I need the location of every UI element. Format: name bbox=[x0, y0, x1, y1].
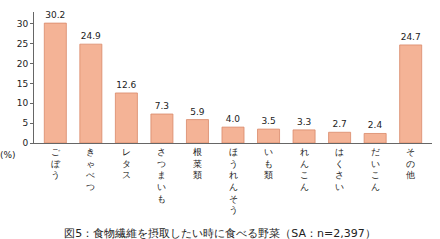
svg-text:5: 5 bbox=[22, 118, 28, 128]
svg-text:15: 15 bbox=[17, 79, 28, 89]
svg-text:2.7: 2.7 bbox=[332, 119, 346, 129]
svg-text:7.3: 7.3 bbox=[155, 101, 169, 111]
svg-text:(%): (%) bbox=[0, 150, 16, 160]
svg-text:3.5: 3.5 bbox=[261, 116, 275, 126]
svg-text:れんこん: れんこん bbox=[300, 147, 309, 192]
svg-text:はくさい: はくさい bbox=[335, 147, 344, 192]
svg-text:12.6: 12.6 bbox=[116, 80, 136, 90]
svg-text:レタス: レタス bbox=[122, 147, 131, 180]
svg-text:2.4: 2.4 bbox=[368, 120, 383, 130]
svg-text:0: 0 bbox=[22, 138, 28, 148]
svg-text:25: 25 bbox=[17, 39, 28, 49]
svg-text:その他: その他 bbox=[406, 147, 415, 180]
svg-text:さつまいも: さつまいも bbox=[157, 147, 166, 204]
svg-text:図5：食物繊維を摂取したい時に食べる野菜（SA：n=2,39: 図5：食物繊維を摂取したい時に食べる野菜（SA：n=2,397） bbox=[64, 227, 375, 239]
svg-text:きゃべつ: きゃべつ bbox=[86, 147, 95, 192]
svg-text:根菜類: 根菜類 bbox=[193, 147, 202, 180]
svg-text:5.9: 5.9 bbox=[190, 107, 205, 117]
svg-text:ほうれんそう: ほうれんそう bbox=[229, 147, 238, 216]
svg-text:24.9: 24.9 bbox=[81, 31, 101, 41]
svg-text:4.0: 4.0 bbox=[226, 114, 241, 124]
svg-text:3.3: 3.3 bbox=[297, 117, 311, 127]
svg-text:だいこん: だいこん bbox=[371, 147, 380, 192]
svg-text:30.2: 30.2 bbox=[45, 10, 65, 20]
svg-text:20: 20 bbox=[17, 59, 29, 69]
svg-text:24.7: 24.7 bbox=[401, 32, 421, 42]
svg-text:10: 10 bbox=[17, 98, 29, 108]
svg-text:30: 30 bbox=[17, 19, 29, 29]
svg-text:いも類: いも類 bbox=[264, 147, 273, 180]
svg-text:ごぼう: ごぼう bbox=[51, 147, 61, 180]
